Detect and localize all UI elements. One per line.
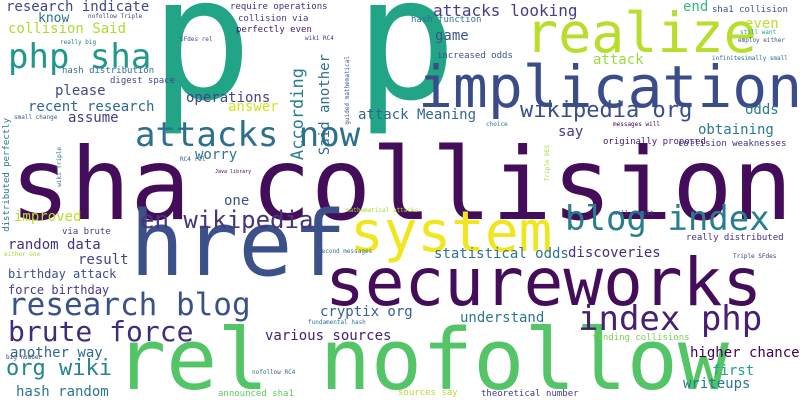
- word-small-change: small change: [14, 114, 58, 121]
- word-second-messages: second messages: [318, 248, 373, 255]
- word-according: According: [288, 68, 308, 161]
- word-href: href: [130, 192, 347, 297]
- word-sfdes-rel: SFdes rel: [180, 36, 213, 43]
- word-secureworks: secureworks: [325, 244, 763, 321]
- word-infinitesimally-small: infinitesimally small: [712, 55, 788, 62]
- word-operations: operations: [186, 90, 271, 106]
- word-collision-via: collision via: [238, 14, 309, 24]
- word-choice: choice: [486, 121, 508, 128]
- word-realize: realize: [525, 1, 757, 65]
- word-p-p: p p: [150, 0, 458, 139]
- word-rel-nofollow: rel nofollow: [115, 311, 730, 400]
- word-index-php: index php: [578, 299, 763, 339]
- word-attack: attack: [593, 52, 644, 68]
- word-rc4-rel: RC4 rel: [180, 156, 206, 163]
- word-sha-collision: sha collision: [10, 126, 793, 243]
- word-guided-mathematical: guided mathematical: [344, 56, 351, 125]
- word-finding-collisions: finding collisions: [592, 333, 690, 343]
- word-research-indicate: research indicate: [6, 0, 150, 15]
- word-attacks-now: attacks now: [135, 115, 361, 155]
- word-will-result: will result: [614, 210, 654, 217]
- word-really-distributed: really distributed: [686, 233, 784, 243]
- word-hash-random: hash random: [16, 384, 109, 400]
- word-originally-proposed: originally proposed: [603, 137, 706, 147]
- word-obtaining: obtaining: [698, 122, 774, 138]
- word-one: one: [224, 193, 250, 209]
- word-php-sha: php sha: [8, 37, 152, 77]
- word-big-number: big number: [6, 354, 43, 361]
- word-discoveries: discoveries: [568, 245, 661, 261]
- word-said-another: Said another: [317, 54, 333, 156]
- word-hash-function: hash function: [411, 15, 482, 25]
- word-writeups: writeups: [683, 376, 751, 392]
- word-brute-force: brute force: [8, 315, 194, 348]
- word-digest-space: digest space: [110, 76, 176, 86]
- word-cryptix-org: cryptix org: [320, 304, 413, 320]
- word-still-want: still want: [740, 29, 777, 36]
- word-really-big: really big: [60, 39, 97, 46]
- word-either-one: either one: [4, 251, 41, 258]
- word-java-library: Java library: [215, 169, 252, 175]
- word-nofollow-triple: nofollow Triple: [88, 13, 143, 20]
- word-birthday-attack: birthday attack: [8, 267, 117, 281]
- word-assume: assume: [68, 110, 119, 126]
- word-mathematical-attacks: mathematical attacks: [346, 207, 419, 214]
- word-understand: understand: [460, 310, 545, 326]
- word-know: know: [38, 11, 70, 26]
- word-random-data: random data: [8, 237, 101, 253]
- word-hash-distribution: hash distribution: [62, 66, 155, 76]
- word-increased-odds: increased odds: [437, 51, 513, 61]
- word-result: result: [78, 252, 129, 268]
- word-perfectly-even: perfectly even: [236, 25, 312, 35]
- word-higher-chance: higher chance: [690, 345, 800, 361]
- word-say: say: [558, 124, 584, 140]
- word-require-operations: require operations: [230, 2, 328, 12]
- word-game: game: [435, 28, 469, 44]
- word-messages-will: messages will: [613, 121, 660, 128]
- word-wiki-triple: wiki Triple: [56, 147, 63, 187]
- word-blog-index: blog index: [565, 199, 770, 239]
- word-fundamental-hash: fundamental hash: [308, 319, 366, 326]
- word-system: system: [350, 200, 553, 265]
- word-distributed-perfectly: distributed perfectly: [2, 118, 12, 232]
- word-theoretical-number: theoretical number: [481, 389, 579, 399]
- word-worry: worry: [195, 147, 238, 163]
- word-collision-weaknesses: collision weaknesses: [678, 139, 787, 149]
- word-nofollow-rc4: nofollow RC4: [252, 369, 296, 376]
- word-another-way: another way: [10, 345, 103, 361]
- word-attacks-looking: attacks looking: [433, 1, 578, 20]
- word-triple-sfdes: Triple SFdes: [733, 253, 777, 260]
- word-collision-said: collision Said: [8, 21, 127, 37]
- word-please: please: [55, 83, 106, 99]
- word-sha1-collision: sha1 collision: [712, 5, 788, 15]
- word-announced-sha1: announced sha1: [218, 389, 294, 399]
- word-statistical-odds: statistical odds: [434, 246, 569, 262]
- word-wiki-rc4: wiki RC4: [305, 35, 334, 42]
- word-en-wikipedia: en wikipedia: [140, 206, 314, 234]
- word-recent-research: recent research: [28, 99, 155, 115]
- word-sources-say: sources say: [398, 388, 458, 398]
- word-force-birthday: force birthday: [8, 283, 110, 297]
- word-employ-either: employ either: [738, 37, 785, 44]
- word-org-wiki: org wiki: [6, 356, 112, 381]
- word-via-brute: via brute: [62, 227, 111, 237]
- word-attack-meaning: attack Meaning: [358, 107, 477, 123]
- word-various-sources: various sources: [265, 328, 392, 344]
- word-answer: answer: [228, 99, 279, 115]
- word-even: even: [745, 16, 779, 32]
- word-improved: improved: [14, 209, 82, 225]
- word-odds: odds: [745, 102, 779, 118]
- word-end: end: [683, 0, 709, 15]
- word-implication: implication: [418, 53, 800, 121]
- word-triple-des: Triple DES: [544, 145, 551, 182]
- word-first: first: [712, 363, 755, 379]
- word-wikipedia-org: wikipedia org: [520, 98, 693, 123]
- word-research-blog: research blog: [8, 287, 251, 323]
